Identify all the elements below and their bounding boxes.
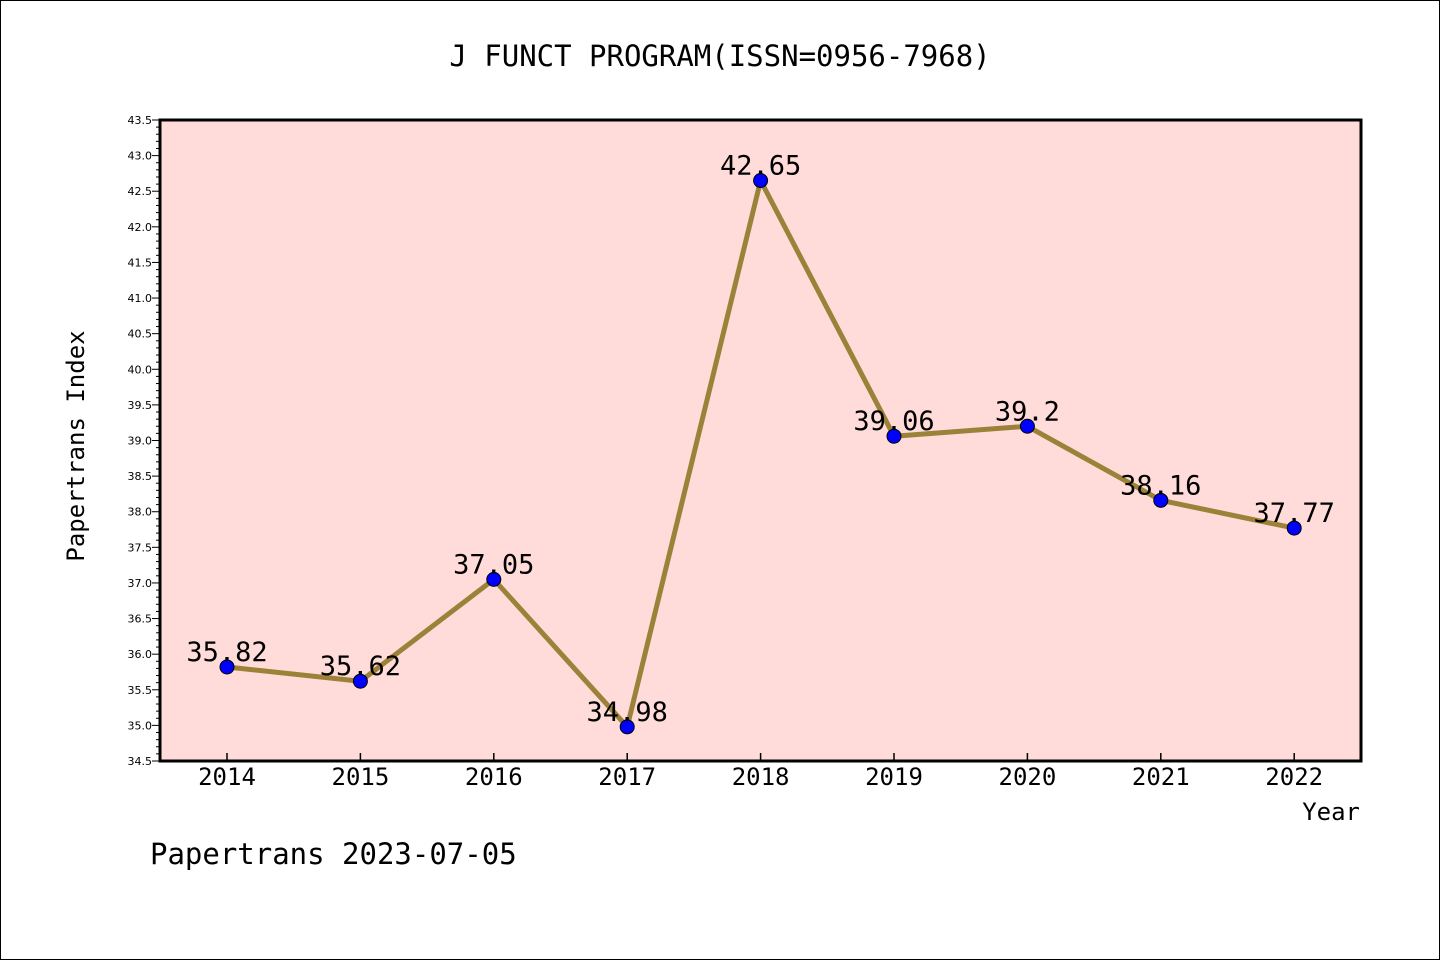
y-axis-label: Papertrans Index (62, 330, 90, 561)
y-tick-label: 39.5 (128, 399, 153, 412)
data-point-marker (1286, 520, 1302, 536)
x-tick-label: 2015 (332, 763, 390, 791)
data-point-marker (753, 173, 769, 189)
y-tick-label: 37.5 (128, 541, 153, 554)
y-tick-label: 36.0 (128, 648, 153, 661)
footer-text: Papertrans 2023-07-05 (150, 837, 517, 871)
data-label: 39.2 (995, 396, 1060, 427)
y-tick-label: 38.5 (128, 470, 153, 483)
data-label: 37.77 (1254, 498, 1335, 529)
x-axis-label: Year (1302, 798, 1360, 826)
y-tick-label: 35.0 (128, 719, 153, 732)
x-tick-label: 2021 (1132, 763, 1190, 791)
data-point-marker (1153, 492, 1169, 508)
data-labels: 35.82 35.62 37.05 34.98 42.65 39.06 39.2 38.16 3… (186, 151, 1334, 728)
x-axis: 2014 2015 2016 2017 2018 2019 2020 2021 2022 (198, 753, 1323, 791)
y-tick-label: 37.0 (128, 577, 153, 590)
y-tick-label: 38.0 (128, 506, 153, 519)
y-tick-label: 39.0 (128, 435, 153, 448)
y-tick-label: 42.5 (128, 185, 153, 198)
data-point-marker (486, 571, 502, 587)
data-point-marker (352, 673, 368, 689)
data-points (219, 173, 1302, 735)
x-tick-label: 2014 (198, 763, 256, 791)
data-label: 42.65 (720, 151, 801, 182)
data-label: 39.06 (853, 406, 934, 437)
data-label: 35.62 (320, 651, 401, 682)
data-point-marker (886, 428, 902, 444)
y-tick-label: 41.0 (128, 292, 153, 305)
x-tick-label: 2020 (999, 763, 1057, 791)
x-tick-label: 2017 (598, 763, 656, 791)
chart-title: J FUNCT PROGRAM(ISSN=0956-7968) (449, 39, 990, 73)
data-label: 37.05 (453, 549, 534, 580)
data-point-marker (619, 719, 635, 735)
plot-border (158, 118, 1363, 763)
y-tick-label: 40.5 (128, 328, 153, 341)
y-tick-label: 42.0 (128, 221, 153, 234)
x-tick-label: 2018 (732, 763, 790, 791)
y-tick-label: 36.5 (128, 613, 153, 626)
x-tick-label: 2022 (1265, 763, 1323, 791)
y-tick-label: 43.0 (128, 150, 153, 163)
data-label: 38.16 (1120, 470, 1201, 501)
plot-area (160, 120, 1361, 761)
y-tick-label: 34.5 (128, 755, 153, 768)
data-point-marker (219, 659, 235, 675)
y-tick-label: 41.5 (128, 256, 153, 269)
y-axis: 34.5 35.0 35.5 36.0 36.5 37.0 37.5 38.0 38.5 39.0… (128, 114, 160, 768)
x-tick-label: 2016 (465, 763, 523, 791)
x-tick-label: 2019 (865, 763, 923, 791)
data-point-marker (1019, 418, 1035, 434)
y-tick-label: 40.0 (128, 363, 153, 376)
data-label: 34.98 (587, 697, 668, 728)
data-label: 35.82 (186, 637, 267, 668)
y-tick-label: 43.5 (128, 114, 153, 127)
y-tick-label: 35.5 (128, 684, 153, 697)
